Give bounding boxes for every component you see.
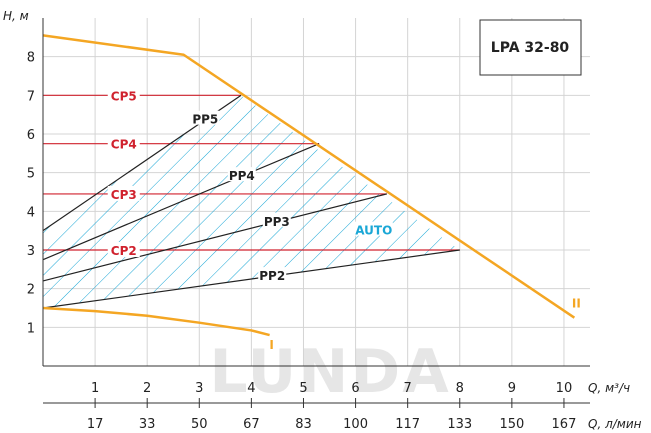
title-box: LPA 32-80 [479, 19, 582, 76]
x-tick-label: 5 [299, 381, 307, 396]
y-axis-label: H, м [3, 9, 29, 23]
limit-label-ii: II [572, 297, 581, 311]
pp-label-pp5: PP5 [192, 113, 218, 127]
x-tick-label-lmin: 133 [447, 417, 472, 432]
label-background [107, 87, 140, 103]
cp-label-cp3: CP3 [111, 188, 137, 202]
label-background [262, 212, 291, 227]
y-tick-label: 2 [27, 283, 35, 298]
x-axis-label: Q, м³/ч [588, 381, 630, 395]
x-tick-label-lmin: 100 [343, 417, 368, 432]
pp-label-pp4: PP4 [229, 169, 255, 183]
x-tick-label-lmin: 117 [395, 417, 420, 432]
label-background [191, 110, 220, 125]
pp-label-pp2: PP2 [259, 269, 285, 283]
label-background [107, 135, 140, 151]
cp-label-cp2: CP2 [111, 244, 137, 258]
y-tick-label: 7 [27, 89, 35, 104]
label-background [227, 167, 256, 182]
x-tick-label-lmin: 83 [295, 417, 312, 432]
axes [42, 18, 590, 404]
limit-curve-i [42, 306, 270, 337]
x-tick-label-lmin: 67 [243, 417, 260, 432]
y-tick-label: 3 [27, 244, 35, 259]
x-tick-label-lmin: 33 [139, 417, 156, 432]
y-tick-label: 4 [27, 205, 35, 220]
pp-curve-pp2 [42, 249, 460, 309]
limit-label-i: I [269, 338, 273, 352]
chart-title: LPA 32-80 [491, 40, 570, 56]
pp-curve-pp3 [42, 193, 387, 282]
y-tick-label: 6 [27, 128, 35, 143]
auto-label: AUTO [355, 224, 392, 238]
label-background [354, 221, 393, 236]
label-background [258, 267, 287, 282]
x-tick-label: 9 [508, 381, 516, 396]
x-tick-label: 1 [91, 381, 99, 396]
x-tick-label: 2 [143, 381, 151, 396]
cp-label-cp4: CP4 [111, 138, 137, 152]
y-tick-label: 1 [27, 321, 35, 336]
pp-label-pp3: PP3 [264, 215, 290, 229]
x-tick-label-lmin: 17 [87, 417, 104, 432]
cp-label-cp5: CP5 [111, 89, 137, 103]
x-tick-label: 4 [247, 381, 255, 396]
label-background [107, 242, 140, 257]
x-tick-label-lmin: 50 [191, 417, 208, 432]
x-tick-label-lmin: 167 [552, 417, 577, 432]
x-axis-label-lmin: Q, л/мин [588, 417, 642, 431]
y-tick-label: 8 [27, 51, 35, 66]
auto-region [43, 95, 460, 308]
x-tick-label: 6 [351, 381, 359, 396]
watermark: LUNDA [209, 337, 450, 407]
x-tick-label: 8 [456, 381, 464, 396]
x-tick-label-lmin: 150 [499, 417, 524, 432]
limit-curve-ii [42, 34, 576, 319]
label-background [107, 185, 140, 201]
x-tick-label: 7 [404, 381, 412, 396]
limit-curves [42, 34, 576, 337]
y-tick-label: 5 [27, 167, 35, 182]
x-tick-label: 10 [556, 381, 573, 396]
pp-curve-pp4 [42, 143, 320, 261]
x-tick-label: 3 [195, 381, 203, 396]
